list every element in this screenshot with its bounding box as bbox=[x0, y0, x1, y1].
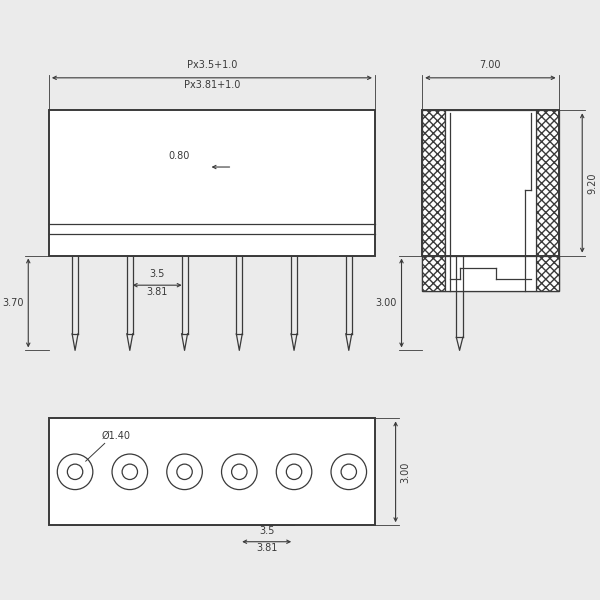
Circle shape bbox=[232, 464, 247, 479]
Bar bbox=[536, 256, 559, 291]
Bar bbox=[445, 256, 536, 291]
Circle shape bbox=[57, 454, 93, 490]
Circle shape bbox=[221, 454, 257, 490]
Bar bbox=[422, 256, 445, 291]
Bar bbox=[536, 110, 559, 291]
Text: 3.81: 3.81 bbox=[256, 543, 277, 553]
Text: Ø1.40: Ø1.40 bbox=[102, 431, 131, 441]
Circle shape bbox=[276, 454, 312, 490]
Bar bbox=[49, 110, 375, 256]
Bar bbox=[422, 110, 559, 256]
Circle shape bbox=[67, 464, 83, 479]
Text: 0.80: 0.80 bbox=[169, 151, 190, 161]
Text: 7.00: 7.00 bbox=[479, 60, 501, 70]
Text: 9.20: 9.20 bbox=[587, 172, 597, 194]
Circle shape bbox=[286, 464, 302, 479]
Circle shape bbox=[122, 464, 137, 479]
Text: 3.00: 3.00 bbox=[376, 298, 397, 308]
Circle shape bbox=[112, 454, 148, 490]
Text: 3.5: 3.5 bbox=[259, 526, 274, 536]
Bar bbox=[49, 418, 375, 525]
Circle shape bbox=[177, 464, 192, 479]
Bar bbox=[422, 110, 445, 291]
Text: Px3.81+1.0: Px3.81+1.0 bbox=[184, 80, 240, 89]
Text: 3.81: 3.81 bbox=[146, 287, 168, 297]
Text: 3.70: 3.70 bbox=[2, 298, 23, 308]
Circle shape bbox=[331, 454, 367, 490]
Text: 3.5: 3.5 bbox=[149, 269, 165, 279]
Bar bbox=[445, 110, 536, 291]
Circle shape bbox=[167, 454, 202, 490]
Text: 3.00: 3.00 bbox=[400, 461, 410, 482]
Circle shape bbox=[341, 464, 356, 479]
Text: Px3.5+1.0: Px3.5+1.0 bbox=[187, 60, 237, 70]
